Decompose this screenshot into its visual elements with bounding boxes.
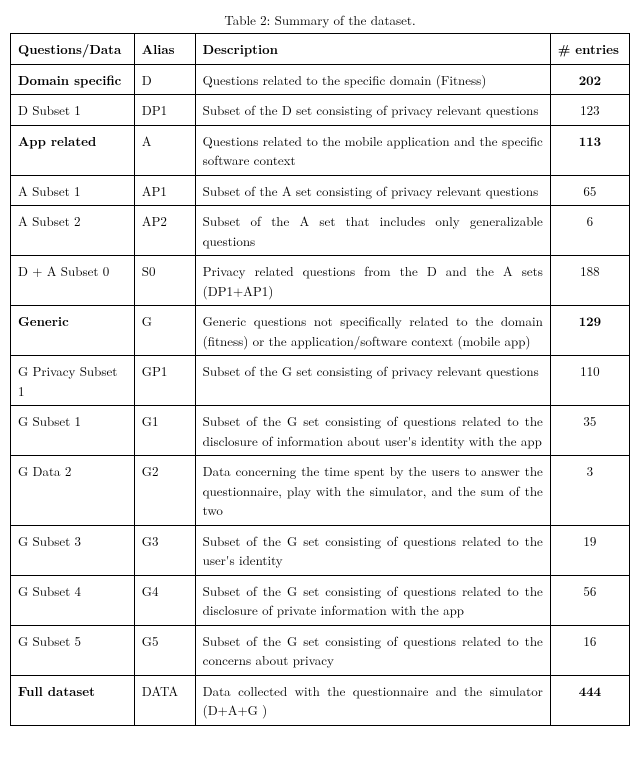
cell-entries: 19 [550, 525, 629, 575]
table-row: G Data 2G2Data concerning the time spent… [11, 456, 630, 526]
cell-questions: G Subset 3 [11, 525, 135, 575]
table-row: A Subset 1AP1Subset of the A set consist… [11, 175, 630, 206]
table-row: App relatedAQuestions related to the mob… [11, 125, 630, 175]
cell-description: Questions related to the specific domain… [195, 64, 550, 95]
cell-entries: 444 [550, 675, 629, 725]
table-row: G Subset 3G3Subset of the G set consisti… [11, 525, 630, 575]
cell-alias: A [134, 125, 195, 175]
table-caption: Table 2: Summary of the dataset. [10, 10, 630, 29]
table-row: GenericGGeneric questions not specifical… [11, 306, 630, 356]
cell-description: Subset of the A set that includes only g… [195, 206, 550, 256]
dataset-summary-table: Questions/Data Alias Description # entri… [10, 33, 630, 726]
cell-description: Subset of the G set consisting of questi… [195, 406, 550, 456]
header-entries: # entries [550, 34, 629, 65]
cell-alias: AP1 [134, 175, 195, 206]
cell-description: Generic questions not specifically relat… [195, 306, 550, 356]
cell-questions: A Subset 1 [11, 175, 135, 206]
cell-alias: AP2 [134, 206, 195, 256]
cell-questions: A Subset 2 [11, 206, 135, 256]
cell-questions: D Subset 1 [11, 95, 135, 126]
cell-description: Subset of the G set consisting of questi… [195, 625, 550, 675]
table-row: G Privacy Subset 1GP1Subset of the G set… [11, 356, 630, 406]
cell-entries: 6 [550, 206, 629, 256]
cell-entries: 123 [550, 95, 629, 126]
cell-description: Subset of the G set consisting of questi… [195, 525, 550, 575]
cell-alias: S0 [134, 256, 195, 306]
cell-questions: D + A Subset 0 [11, 256, 135, 306]
cell-alias: G [134, 306, 195, 356]
cell-description: Subset of the D set consisting of privac… [195, 95, 550, 126]
cell-entries: 65 [550, 175, 629, 206]
cell-questions: G Privacy Subset 1 [11, 356, 135, 406]
cell-questions: G Data 2 [11, 456, 135, 526]
cell-entries: 3 [550, 456, 629, 526]
cell-questions: G Subset 1 [11, 406, 135, 456]
table-row: A Subset 2AP2Subset of the A set that in… [11, 206, 630, 256]
cell-alias: G4 [134, 575, 195, 625]
cell-questions: App related [11, 125, 135, 175]
cell-questions: G Subset 5 [11, 625, 135, 675]
cell-entries: 188 [550, 256, 629, 306]
cell-description: Subset of the A set consisting of privac… [195, 175, 550, 206]
cell-description: Subset of the G set consisting of privac… [195, 356, 550, 406]
cell-entries: 202 [550, 64, 629, 95]
cell-questions: G Subset 4 [11, 575, 135, 625]
cell-entries: 16 [550, 625, 629, 675]
cell-entries: 35 [550, 406, 629, 456]
cell-alias: GP1 [134, 356, 195, 406]
table-row: Full datasetDATAData collected with the … [11, 675, 630, 725]
cell-entries: 129 [550, 306, 629, 356]
header-description: Description [195, 34, 550, 65]
cell-description: Subset of the G set consisting of questi… [195, 575, 550, 625]
cell-entries: 113 [550, 125, 629, 175]
cell-description: Privacy related questions from the D and… [195, 256, 550, 306]
cell-questions: Generic [11, 306, 135, 356]
header-questions: Questions/Data [11, 34, 135, 65]
cell-description: Data collected with the questionnaire an… [195, 675, 550, 725]
cell-description: Questions related to the mobile applicat… [195, 125, 550, 175]
table-row: D + A Subset 0S0Privacy related question… [11, 256, 630, 306]
table-row: G Subset 5G5Subset of the G set consisti… [11, 625, 630, 675]
cell-alias: G1 [134, 406, 195, 456]
cell-alias: DP1 [134, 95, 195, 126]
header-alias: Alias [134, 34, 195, 65]
table-row: G Subset 1G1Subset of the G set consisti… [11, 406, 630, 456]
table-row: Domain specificDQuestions related to the… [11, 64, 630, 95]
table-row: G Subset 4G4Subset of the G set consisti… [11, 575, 630, 625]
cell-entries: 110 [550, 356, 629, 406]
table-header-row: Questions/Data Alias Description # entri… [11, 34, 630, 65]
cell-questions: Full dataset [11, 675, 135, 725]
cell-alias: G3 [134, 525, 195, 575]
table-row: D Subset 1DP1Subset of the D set consist… [11, 95, 630, 126]
cell-description: Data concerning the time spent by the us… [195, 456, 550, 526]
cell-questions: Domain specific [11, 64, 135, 95]
cell-alias: DATA [134, 675, 195, 725]
cell-alias: G5 [134, 625, 195, 675]
cell-alias: G2 [134, 456, 195, 526]
cell-alias: D [134, 64, 195, 95]
cell-entries: 56 [550, 575, 629, 625]
